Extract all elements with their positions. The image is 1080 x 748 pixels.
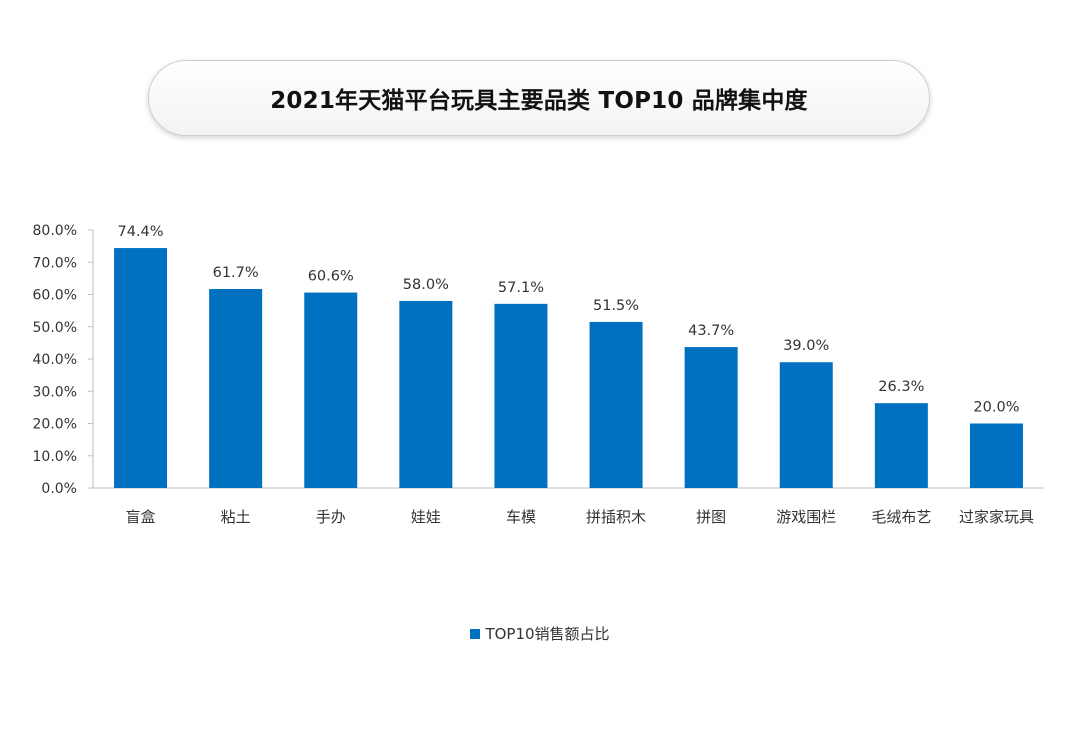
bar [589,321,643,488]
x-category-label: 粘土 [221,508,251,526]
bar-value-label: 60.6% [308,269,354,285]
y-tick-label: 60.0% [33,288,77,304]
x-category-label: 娃娃 [411,508,441,526]
x-category-label: 拼插积木 [586,508,646,526]
y-tick-label: 80.0% [33,223,77,239]
y-tick-label: 20.0% [33,417,77,433]
bar-value-label: 61.7% [213,265,259,281]
bar-value-label: 20.0% [973,400,1019,416]
x-category-label: 车模 [506,508,536,526]
bar [779,362,833,488]
y-tick-label: 0.0% [41,481,77,497]
y-tick-label: 70.0% [33,255,77,271]
y-tick-label: 50.0% [33,320,77,336]
bar-value-label: 74.4% [118,224,164,240]
chart-title-banner: 2021年天猫平台玩具主要品类 TOP10 品牌集中度 [148,60,930,136]
x-category-label: 游戏围栏 [776,508,836,526]
legend-label: TOP10销售额占比 [485,625,610,643]
bar-value-label: 58.0% [403,277,449,293]
bar-value-label: 51.5% [593,298,639,314]
bar-value-label: 26.3% [878,379,924,395]
bar [684,347,738,488]
bar [209,289,263,488]
legend-swatch [470,628,481,639]
bar [399,300,453,488]
x-category-label: 毛绒布艺 [871,508,931,526]
bar [969,423,1023,488]
bar-chart: 0.0% 10.0% 20.0% 30.0% 40.0% 50.0% 60.0% 70.0% 8… [33,223,1044,526]
y-tick-label: 30.0% [33,384,77,400]
y-tick-label: 10.0% [33,449,77,465]
y-tick-label: 40.0% [33,352,77,368]
chart-title: 2021年天猫平台玩具主要品类 TOP10 品牌集中度 [270,88,808,114]
x-category-label: 手办 [316,508,346,526]
bar [114,248,168,488]
bar [304,292,358,488]
bar-value-label: 57.1% [498,280,544,296]
bar-value-label: 39.0% [783,338,829,354]
x-category-label: 拼图 [696,508,726,526]
chart-legend: TOP10销售额占比 [0,623,1080,644]
bar [494,303,548,488]
x-category-label: 过家家玩具 [959,508,1034,526]
bar [874,403,928,488]
x-category-label: 盲盒 [126,508,156,526]
bar-value-label: 43.7% [688,323,734,339]
